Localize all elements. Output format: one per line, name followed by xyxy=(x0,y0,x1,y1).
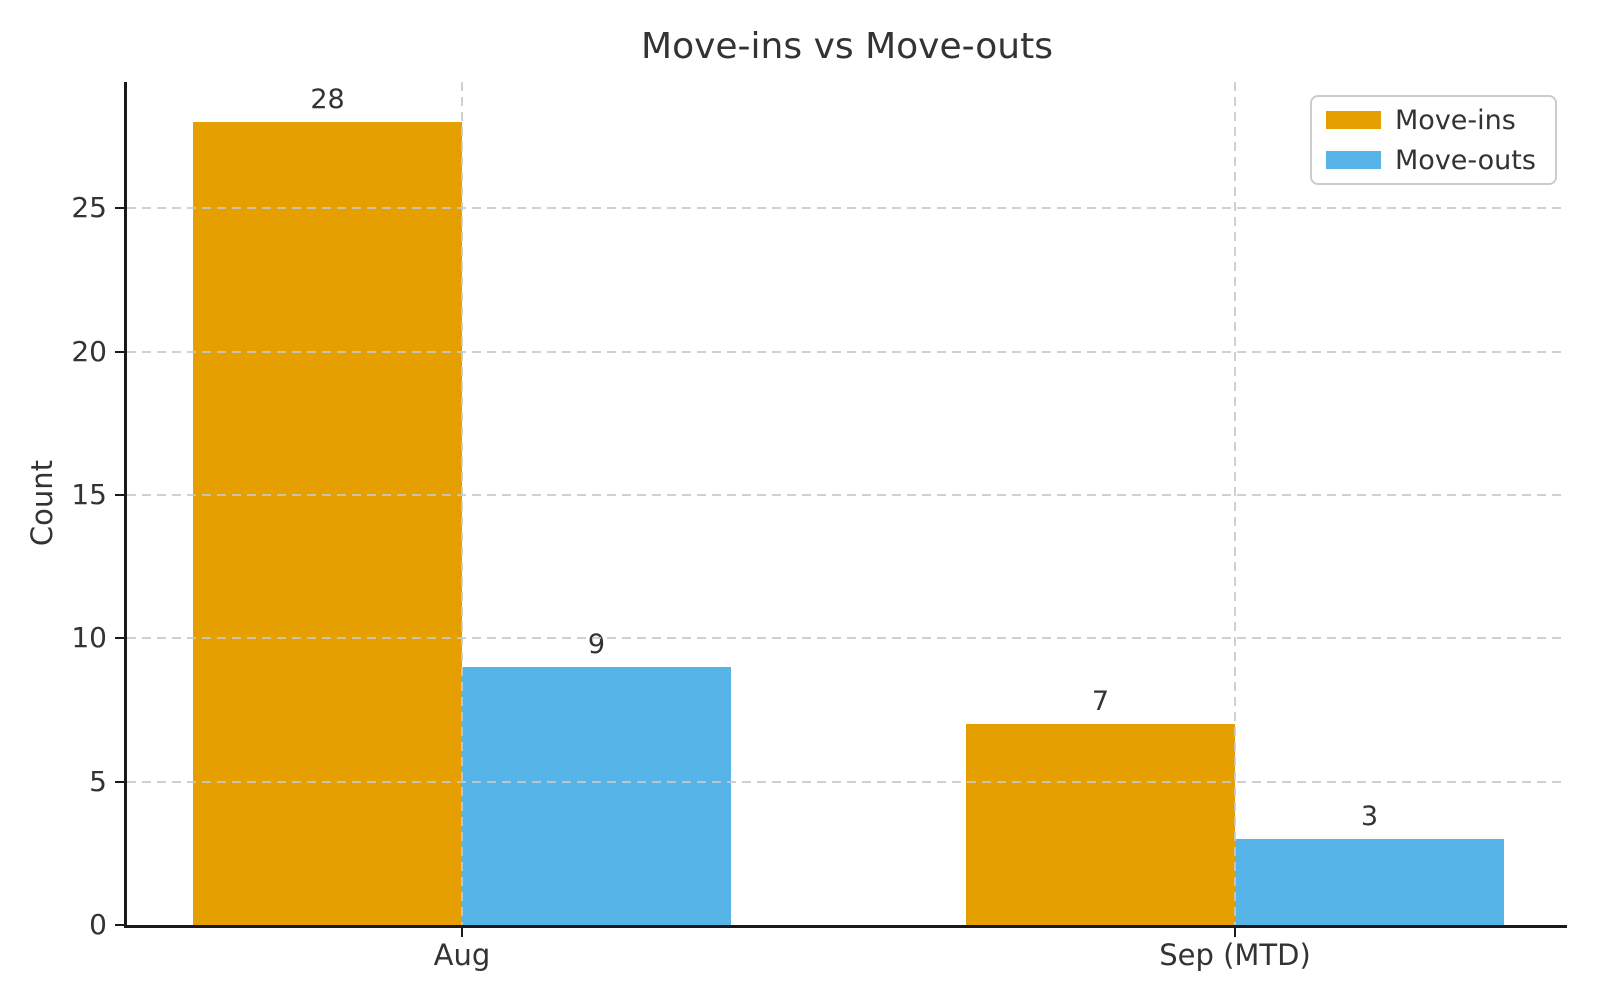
bar-value-label: 9 xyxy=(587,629,606,660)
y-tick-label: 25 xyxy=(71,191,107,224)
x-tick-label-sep-mtd-: Sep (MTD) xyxy=(1159,938,1311,972)
bar-move-outs-sep-mtd- xyxy=(1235,839,1504,925)
x-tickmark xyxy=(1234,928,1236,937)
y-gridline xyxy=(127,494,1567,496)
legend-entry-move-ins: Move-ins xyxy=(1326,105,1555,136)
y-gridline xyxy=(127,207,1567,209)
y-gridline xyxy=(127,781,1567,783)
bar-value-label: 3 xyxy=(1360,801,1379,832)
bar-value-label: 7 xyxy=(1091,686,1110,717)
legend-label-move-ins: Move-ins xyxy=(1395,104,1516,136)
x-tickmark xyxy=(461,928,463,937)
y-tickmark xyxy=(115,351,124,353)
x-gridline xyxy=(461,82,463,925)
bar-value-label: 28 xyxy=(310,84,345,115)
y-tickmark xyxy=(115,207,124,209)
y-axis-spine xyxy=(124,82,127,928)
legend-swatch-move-ins xyxy=(1326,111,1381,129)
y-tickmark xyxy=(115,924,124,926)
y-tickmark xyxy=(115,781,124,783)
bar-move-ins-sep-mtd- xyxy=(966,724,1235,925)
legend-label-move-outs: Move-outs xyxy=(1395,144,1536,176)
y-gridline xyxy=(127,637,1567,639)
y-tick-label: 15 xyxy=(71,478,107,511)
legend-swatch-move-outs xyxy=(1326,151,1381,169)
y-tick-label: 5 xyxy=(89,765,107,798)
y-tick-label: 0 xyxy=(89,908,107,941)
y-tick-label: 20 xyxy=(71,335,107,368)
y-tick-label: 10 xyxy=(71,621,107,654)
bar-move-outs-aug xyxy=(462,667,731,925)
y-gridline xyxy=(127,351,1567,353)
legend-entry-move-outs: Move-outs xyxy=(1326,145,1555,176)
x-gridline xyxy=(1234,82,1236,925)
y-tickmark xyxy=(115,494,124,496)
chart-title: Move-ins vs Move-outs xyxy=(641,26,1053,67)
bar-move-ins-aug xyxy=(193,122,462,925)
legend: Move-ins Move-outs xyxy=(1310,95,1557,185)
y-tickmark xyxy=(115,637,124,639)
x-axis-spine xyxy=(124,925,1567,928)
x-tick-label-aug: Aug xyxy=(433,938,491,972)
